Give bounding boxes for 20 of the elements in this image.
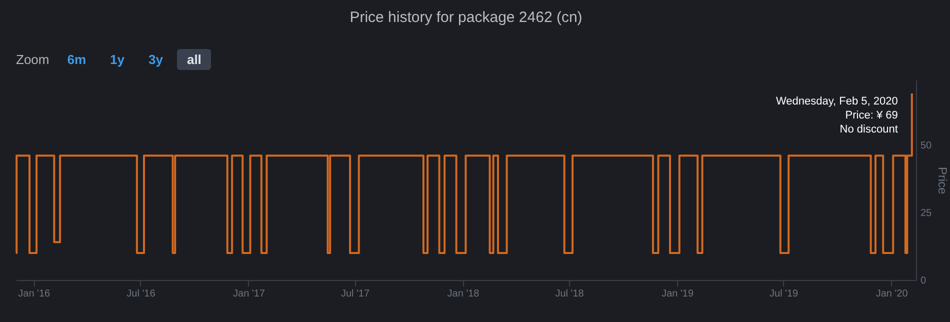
- x-tick-label: Jan '16: [18, 288, 51, 300]
- x-tick-label: Jul '16: [126, 288, 156, 300]
- y-axis-title: Price: [936, 166, 950, 194]
- x-tick-label: Jan '19: [662, 288, 694, 300]
- x-tick-label: Jan '17: [233, 288, 266, 300]
- x-tick-label: Jan '18: [447, 288, 480, 300]
- y-tick-label: 0: [920, 276, 926, 286]
- y-tick-label: 50: [920, 140, 932, 152]
- text: 1y: [109, 51, 126, 69]
- x-tick-label: Jul '19: [770, 288, 799, 300]
- y-tick-label: 25: [920, 208, 932, 219]
- chart-title: Price history for package 2462 (cn): [350, 9, 582, 26]
- annotation: Wednesday, Feb 5, 2020 Price: ¥ 69 No discount: [776, 96, 898, 136]
- text: 6m: [66, 51, 88, 69]
- text: Zoom: [16, 51, 50, 69]
- x-tick-label: Jan '20: [876, 288, 908, 300]
- x-tick-label: Jul '18: [555, 288, 584, 300]
- text: 3y: [148, 51, 164, 69]
- x-tick-label: Jul '17: [340, 288, 370, 300]
- text: all: [176, 49, 212, 70]
